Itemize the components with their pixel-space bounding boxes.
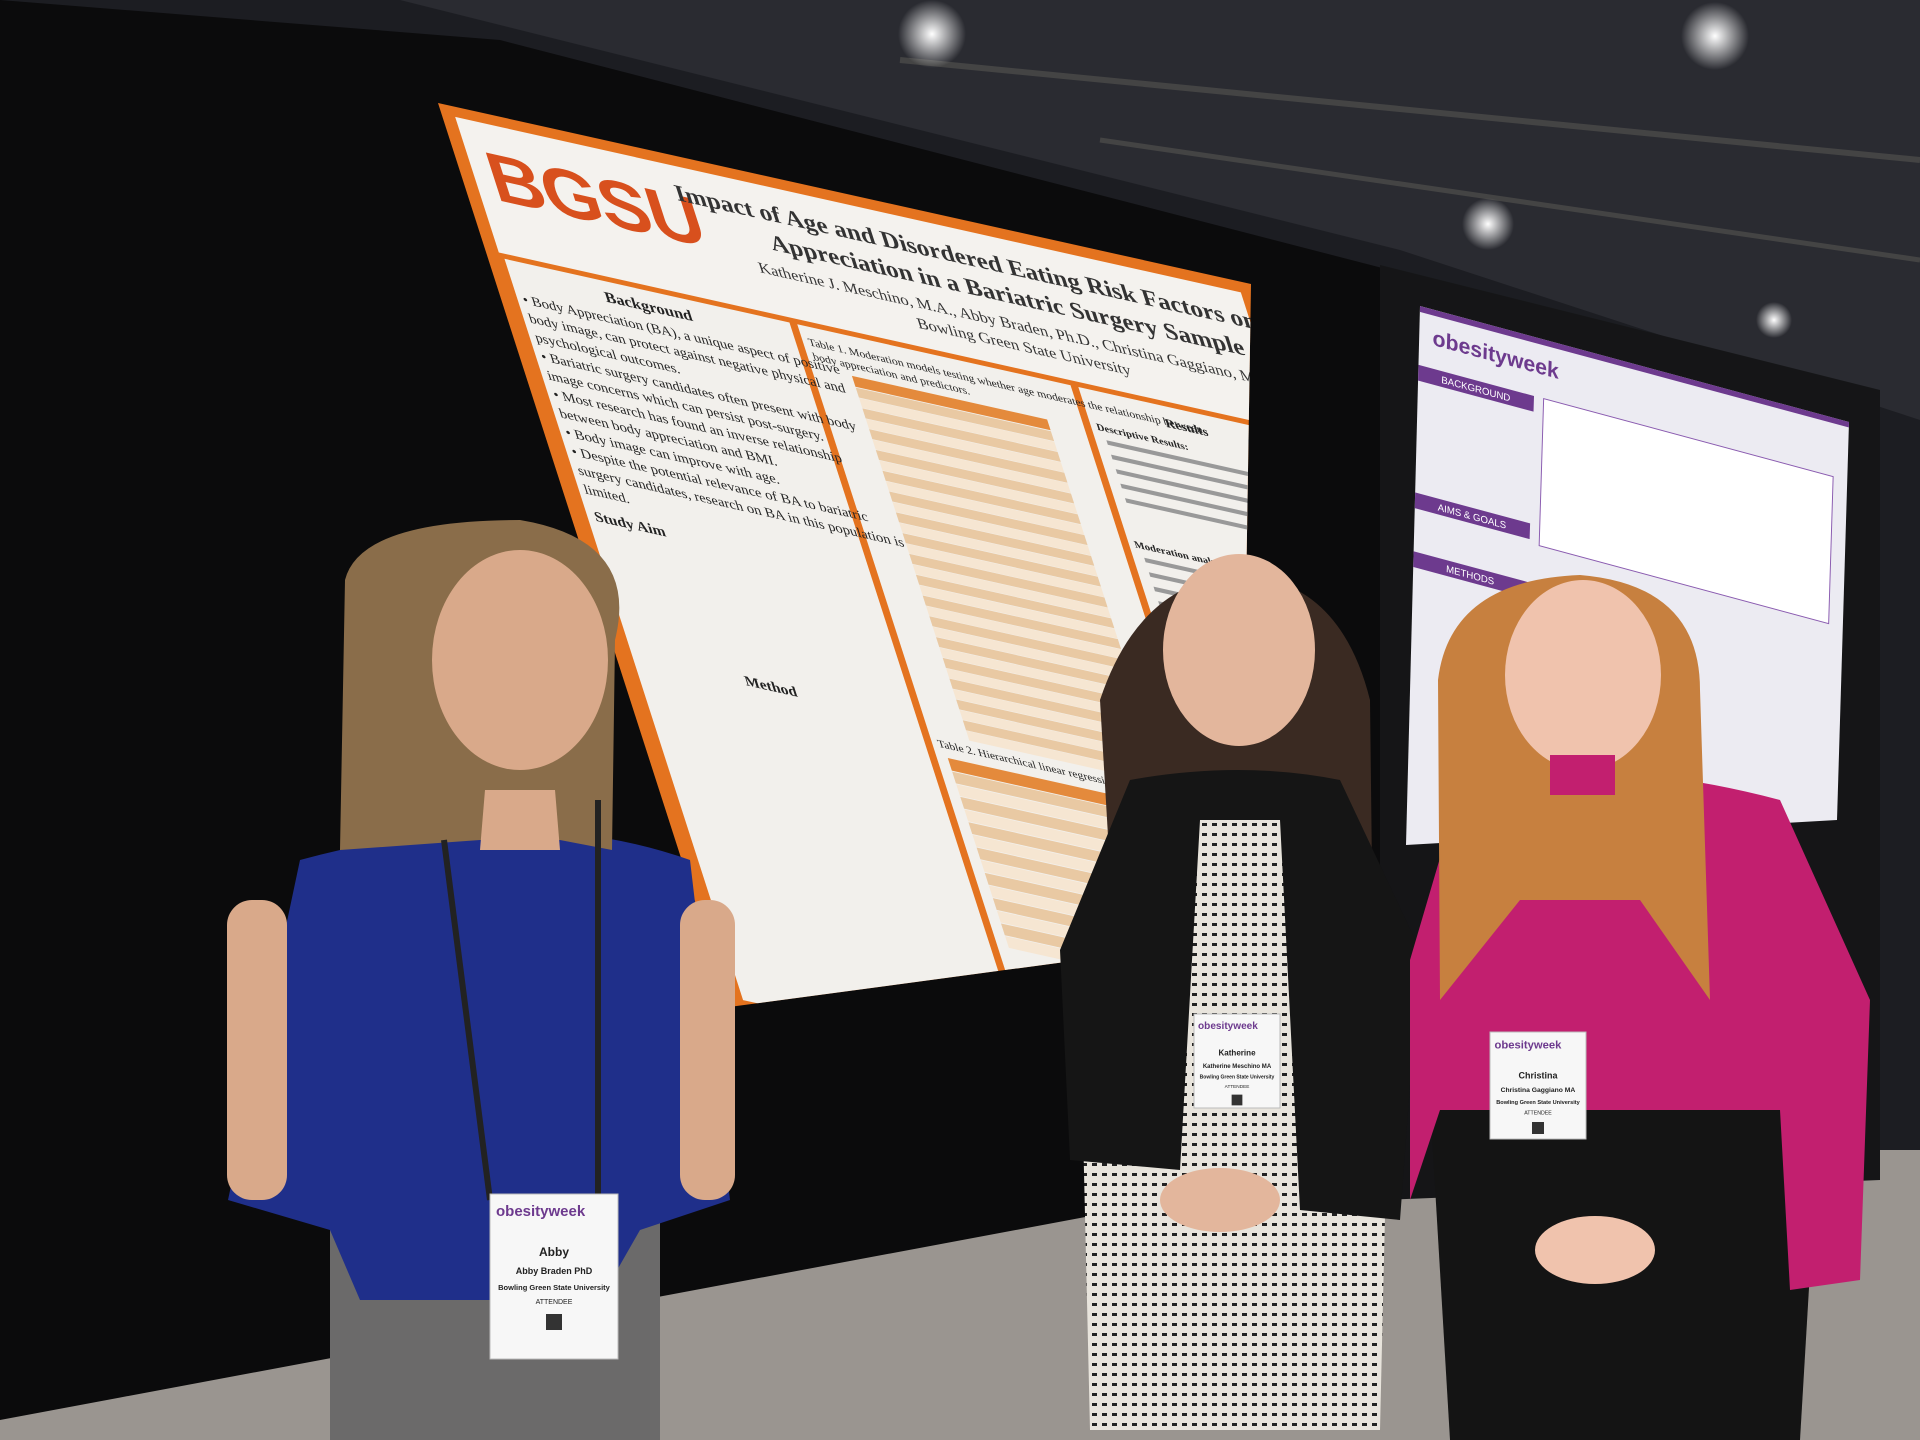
badge-role: ATTENDEE	[1225, 1084, 1250, 1089]
table-row	[855, 387, 1055, 442]
badge-brand: obesityweek	[496, 1203, 586, 1220]
table-row	[912, 564, 1111, 618]
badge-full-name: Christina Gaggiano MA	[1501, 1087, 1576, 1094]
text-line	[1115, 469, 1251, 505]
table-row	[872, 439, 1071, 494]
ceiling	[400, 0, 1920, 420]
table-row	[902, 533, 1101, 587]
heading-bar	[1413, 492, 1531, 540]
badge-first-name: Katherine	[1218, 1049, 1256, 1058]
ceiling-light	[1462, 198, 1514, 250]
badge	[489, 1193, 619, 1360]
ceiling-light	[1681, 2, 1749, 70]
table-row	[909, 553, 1108, 608]
table-row	[915, 574, 1115, 629]
table-row	[895, 512, 1095, 566]
badge-full-name: Abby Braden PhD	[516, 1266, 593, 1276]
poster-header	[455, 116, 1251, 428]
badge-organization: Bowling Green State University	[1496, 1100, 1580, 1106]
table-row	[865, 418, 1065, 473]
badge-full-name: Katherine Meschino MA	[1203, 1064, 1272, 1070]
qr-code	[1532, 1122, 1544, 1134]
badge-brand: obesityweek	[1198, 1021, 1258, 1032]
table-row	[925, 605, 1125, 660]
table-row	[946, 668, 1145, 722]
table-row	[952, 689, 1152, 743]
table-row	[892, 501, 1091, 556]
table-row	[859, 397, 1058, 452]
badge-role: ATTENDEE	[536, 1299, 573, 1306]
poster-column	[504, 258, 1029, 1007]
text-line	[1120, 483, 1251, 528]
table-row	[889, 491, 1088, 546]
table-row	[882, 470, 1081, 525]
badges: obesityweek Abby Abby Braden PhD Bowling Gr…	[489, 1013, 1587, 1360]
table-row	[932, 626, 1132, 681]
ceiling-light	[898, 0, 966, 68]
figure	[1538, 397, 1834, 625]
table	[851, 375, 1165, 785]
badge-brand: obesityweek	[1495, 1040, 1563, 1052]
person	[1410, 575, 1870, 1440]
badge-role: ATTENDEE	[1524, 1111, 1552, 1117]
table-row	[939, 647, 1138, 702]
heading-bar	[1417, 364, 1535, 412]
table-row	[922, 595, 1122, 650]
table-row	[899, 522, 1098, 577]
badge-organization: Bowling Green State University	[498, 1283, 611, 1292]
table-row	[862, 408, 1061, 462]
table-row	[875, 449, 1075, 504]
badge	[1489, 1031, 1587, 1140]
table-row	[905, 543, 1105, 598]
table-row	[929, 616, 1128, 670]
table-row	[942, 657, 1142, 712]
table-row	[879, 460, 1078, 514]
table-row	[936, 637, 1135, 691]
text-line	[1106, 440, 1251, 484]
table-header	[851, 375, 1051, 431]
table-row	[949, 678, 1148, 733]
qr-code	[546, 1314, 562, 1330]
text-line	[1124, 498, 1251, 538]
table-row	[869, 429, 1068, 483]
badge-first-name: Christina	[1518, 1071, 1558, 1081]
person	[227, 520, 735, 1440]
table-row	[885, 481, 1085, 535]
badge-organization: Bowling Green State University	[1200, 1075, 1275, 1081]
qr-code	[1231, 1094, 1243, 1106]
truss	[899, 57, 1920, 163]
badge-first-name: Abby	[539, 1245, 569, 1259]
heading-bar	[1412, 551, 1529, 598]
text-line	[1111, 454, 1251, 495]
badge	[1193, 1013, 1281, 1109]
ceiling-light	[1756, 302, 1792, 338]
table-row	[919, 585, 1118, 639]
truss	[1099, 137, 1920, 263]
